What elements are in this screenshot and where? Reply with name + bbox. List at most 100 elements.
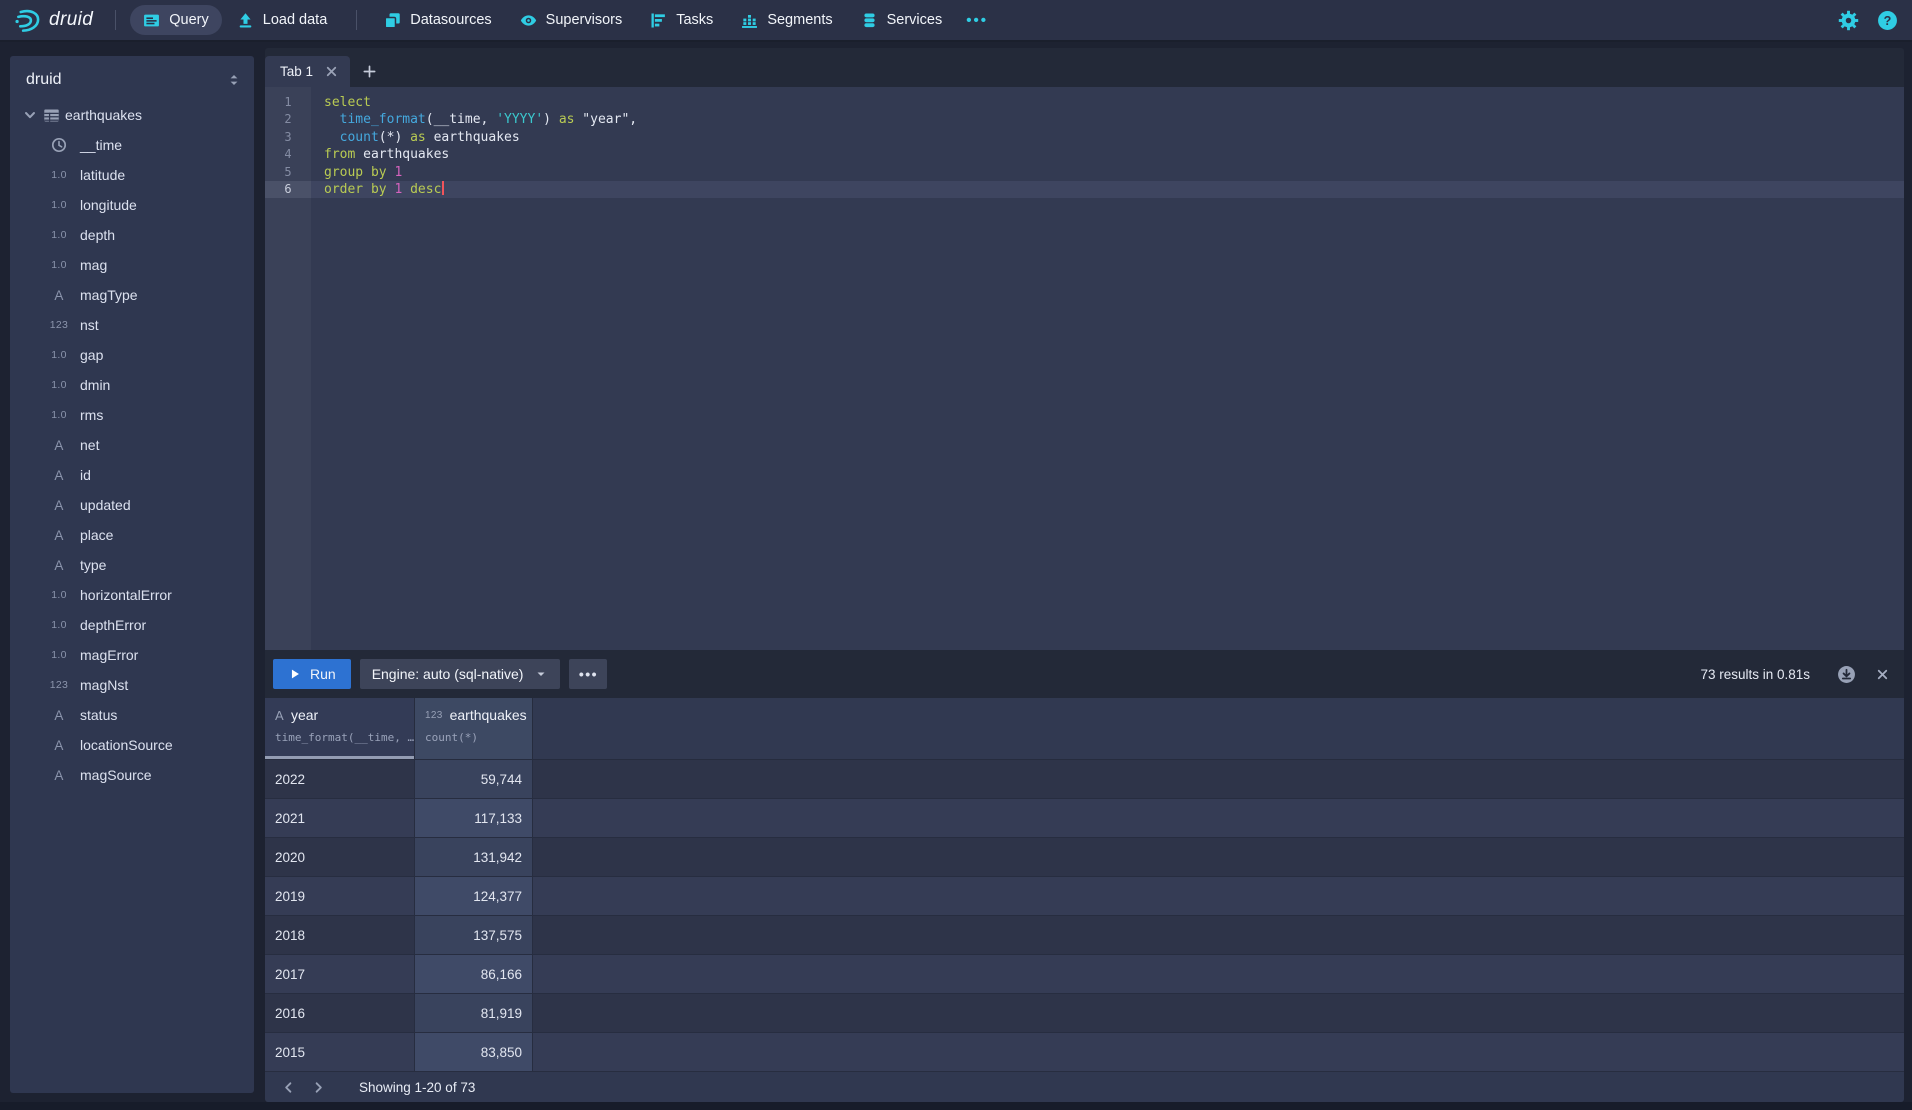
nav-query[interactable]: Query xyxy=(130,5,222,35)
code-line: 5 group by 1 xyxy=(265,164,1904,181)
column-row[interactable]: 1.0 latitude xyxy=(10,160,254,190)
code-line: 6 order by 1 desc xyxy=(265,180,1904,199)
cell-earthquakes[interactable]: 81,919 xyxy=(415,994,533,1032)
column-row[interactable]: 1.0 rms xyxy=(10,400,254,430)
code-line: 3 count(*) as earthquakes xyxy=(265,129,1904,146)
tab-close-button[interactable] xyxy=(324,64,339,79)
query-icon xyxy=(143,12,160,29)
column-row[interactable]: 1.0 depth xyxy=(10,220,254,250)
row-fill xyxy=(533,955,1904,993)
nav-segments[interactable]: Segments xyxy=(728,5,845,35)
string-type-glyph: A xyxy=(54,557,64,573)
column-row[interactable]: 1.0 mag xyxy=(10,250,254,280)
sql-token: 'YYYY' xyxy=(496,112,544,128)
cell-year[interactable]: 2015 xyxy=(265,1033,415,1071)
cell-earthquakes[interactable]: 117,133 xyxy=(415,799,533,837)
sql-token: from xyxy=(324,147,356,163)
string-type-glyph: A xyxy=(54,737,64,753)
sql-token: "year", xyxy=(574,112,638,128)
code-line: 4 from earthquakes xyxy=(265,146,1904,163)
column-row[interactable]: 1.0 magError xyxy=(10,640,254,670)
column-row[interactable]: 1.0 depthError xyxy=(10,610,254,640)
sql-editor[interactable]: 1 select 2 time_format(__time, 'YYYY') as … xyxy=(265,87,1904,650)
help-button[interactable]: ? xyxy=(1877,10,1898,31)
column-name-label: depth xyxy=(80,227,116,243)
column-header-earthquakes[interactable]: 123 earthquakes count(*) xyxy=(415,698,533,759)
cell-earthquakes[interactable]: 124,377 xyxy=(415,877,533,915)
download-icon xyxy=(1837,665,1856,684)
column-row[interactable]: 123 nst xyxy=(10,310,254,340)
sql-token: as xyxy=(558,112,575,128)
settings-button[interactable] xyxy=(1838,10,1859,31)
cell-year[interactable]: 2020 xyxy=(265,838,415,876)
row-fill xyxy=(533,760,1904,798)
cell-earthquakes[interactable]: 59,744 xyxy=(415,760,533,798)
column-row[interactable]: 1.0 gap xyxy=(10,340,254,370)
column-row[interactable]: __time xyxy=(10,130,254,160)
load-data-icon xyxy=(237,12,254,29)
result-row: 2020 131,942 xyxy=(265,838,1904,877)
nav-separator xyxy=(356,10,358,30)
schema-sort-button[interactable] xyxy=(226,72,242,88)
download-results-button[interactable] xyxy=(1837,665,1856,684)
number-type-glyph: 123 xyxy=(425,709,443,721)
column-row[interactable]: 1.0 longitude xyxy=(10,190,254,220)
cell-year[interactable]: 2021 xyxy=(265,799,415,837)
new-tab-button[interactable] xyxy=(350,56,388,87)
column-name-label: type xyxy=(80,557,107,573)
column-row[interactable]: 123 magNst xyxy=(10,670,254,700)
column-name-label: id xyxy=(80,467,91,483)
nav-supervisors[interactable]: Supervisors xyxy=(507,5,636,35)
druid-logo-icon xyxy=(14,7,41,34)
next-page-button[interactable] xyxy=(303,1075,333,1099)
nav-load-data[interactable]: Load data xyxy=(224,5,341,35)
tasks-icon xyxy=(650,12,667,29)
line-number: 3 xyxy=(284,129,292,144)
engine-select[interactable]: Engine: auto (sql-native) xyxy=(359,659,561,689)
results-rows: 2022 59,744 2021 117,133 2020 131,942 2019 124,… xyxy=(265,760,1904,1072)
cell-year[interactable]: 2022 xyxy=(265,760,415,798)
services-icon xyxy=(861,12,878,29)
cell-earthquakes[interactable]: 131,942 xyxy=(415,838,533,876)
cell-earthquakes[interactable]: 137,575 xyxy=(415,916,533,954)
query-more-button[interactable]: ••• xyxy=(569,659,608,689)
int-type-glyph: 123 xyxy=(49,319,69,331)
column-row[interactable]: 1.0 dmin xyxy=(10,370,254,400)
float-type-glyph: 1.0 xyxy=(51,199,67,211)
prev-page-button[interactable] xyxy=(273,1075,303,1099)
nav-services[interactable]: Services xyxy=(848,5,956,35)
results-header: A year time_format(__time, … 123 earthqu… xyxy=(265,698,1904,760)
cell-earthquakes[interactable]: 83,850 xyxy=(415,1033,533,1071)
query-tab[interactable]: Tab 1 xyxy=(265,56,351,87)
nav-datasources[interactable]: Datasources xyxy=(371,5,504,35)
column-name: year xyxy=(290,707,319,723)
code-line: 2 time_format(__time, 'YYYY') as "year", xyxy=(265,111,1904,128)
column-header-year[interactable]: A year time_format(__time, … xyxy=(265,698,415,759)
engine-select-label: Engine: auto (sql-native) xyxy=(371,666,524,682)
cell-year[interactable]: 2016 xyxy=(265,994,415,1032)
close-results-button[interactable] xyxy=(1875,667,1890,682)
datasource-row[interactable]: earthquakes xyxy=(10,100,254,130)
nav-tasks[interactable]: Tasks xyxy=(637,5,726,35)
sql-token: group by xyxy=(324,164,387,180)
nav-item-label: Query xyxy=(169,12,209,28)
cell-year[interactable]: 2017 xyxy=(265,955,415,993)
nav-group-workbench: Query Load data xyxy=(130,5,342,35)
column-row[interactable]: 1.0 horizontalError xyxy=(10,580,254,610)
cell-year[interactable]: 2018 xyxy=(265,916,415,954)
row-fill xyxy=(533,1033,1904,1071)
cell-year[interactable]: 2019 xyxy=(265,877,415,915)
tab-bar: Tab 1 xyxy=(265,48,1904,87)
run-button[interactable]: Run xyxy=(273,659,351,689)
nav-more-button[interactable]: ••• xyxy=(957,12,997,29)
cell-earthquakes[interactable]: 86,166 xyxy=(415,955,533,993)
